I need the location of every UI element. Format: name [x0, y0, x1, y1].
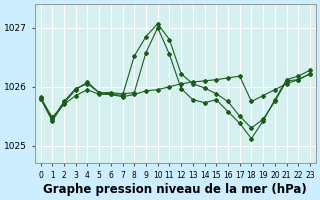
- X-axis label: Graphe pression niveau de la mer (hPa): Graphe pression niveau de la mer (hPa): [44, 183, 307, 196]
